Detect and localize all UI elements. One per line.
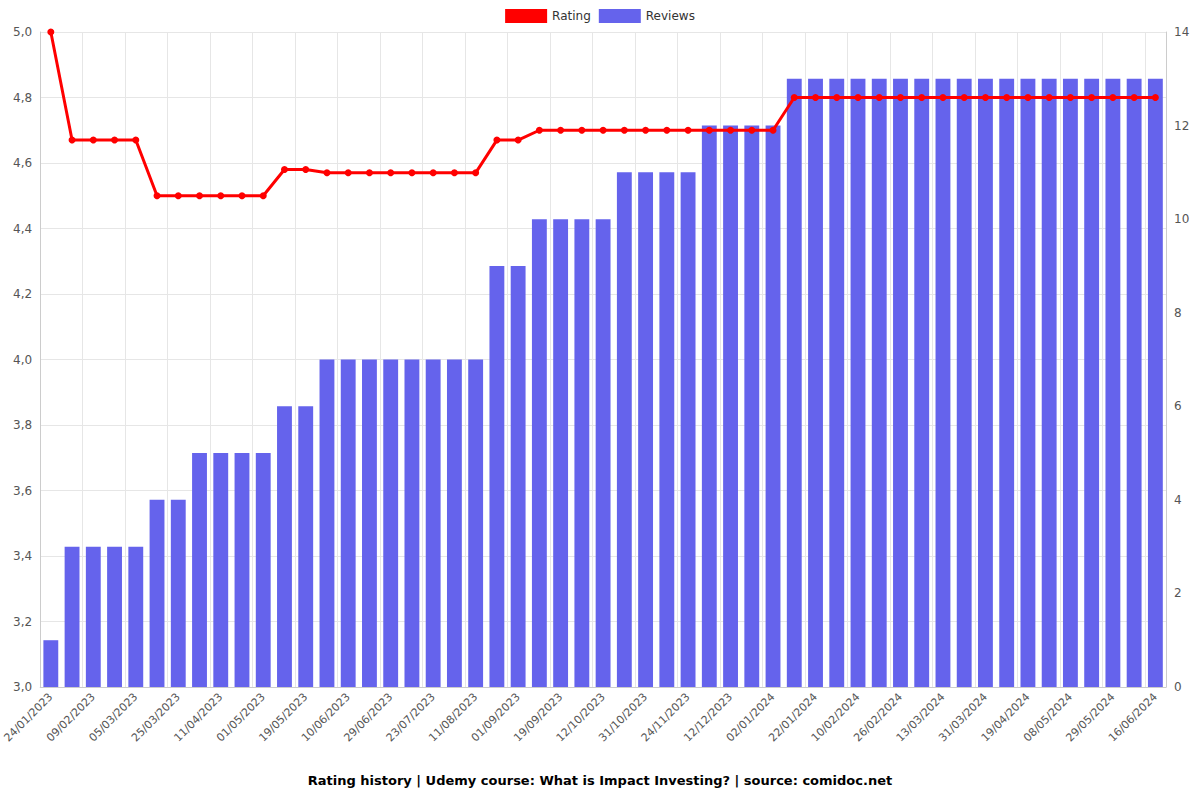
svg-text:31/10/2023: 31/10/2023 [596,690,651,745]
svg-text:8: 8 [1174,306,1182,320]
svg-text:Rating history | Udemy course:: Rating history | Udemy course: What is I… [308,773,892,788]
svg-text:31/03/2024: 31/03/2024 [936,690,990,745]
svg-text:26/02/2024: 26/02/2024 [851,690,906,745]
svg-text:29/05/2024: 29/05/2024 [1063,690,1118,745]
svg-text:01/09/2023: 01/09/2023 [468,690,523,745]
svg-text:Rating: Rating [552,9,591,23]
svg-text:4,4: 4,4 [13,222,32,236]
svg-text:11/08/2023: 11/08/2023 [426,690,481,745]
svg-text:4,2: 4,2 [13,287,32,301]
svg-text:01/05/2023: 01/05/2023 [213,690,268,745]
svg-text:16/06/2024: 16/06/2024 [1106,690,1160,744]
svg-text:3,6: 3,6 [13,484,32,498]
svg-text:3,0: 3,0 [13,680,32,694]
svg-text:24/01/2023: 24/01/2023 [1,690,56,745]
svg-text:3,4: 3,4 [13,549,32,563]
svg-text:11/04/2023: 11/04/2023 [171,690,226,745]
svg-text:12/10/2023: 12/10/2023 [553,690,608,745]
svg-text:4,0: 4,0 [13,353,32,367]
svg-text:08/05/2024: 08/05/2024 [1021,690,1075,745]
svg-text:05/03/2023: 05/03/2023 [86,690,141,745]
svg-text:25/03/2023: 25/03/2023 [128,690,183,745]
svg-text:10/02/2024: 10/02/2024 [808,690,863,745]
svg-text:22/01/2024: 22/01/2024 [766,690,821,745]
svg-text:3,8: 3,8 [13,418,32,432]
svg-text:10/06/2023: 10/06/2023 [298,690,353,745]
svg-text:29/06/2023: 29/06/2023 [341,690,396,745]
svg-text:3,2: 3,2 [13,615,32,629]
svg-text:0: 0 [1174,680,1182,694]
svg-text:12/12/2023: 12/12/2023 [681,690,736,745]
svg-text:12: 12 [1174,119,1189,133]
svg-text:09/02/2023: 09/02/2023 [43,690,98,745]
svg-text:4: 4 [1174,493,1182,507]
svg-text:6: 6 [1174,399,1182,413]
svg-text:24/11/2023: 24/11/2023 [638,690,693,745]
svg-text:10: 10 [1174,212,1189,226]
svg-text:23/07/2023: 23/07/2023 [383,690,438,745]
svg-text:4,8: 4,8 [13,91,32,105]
svg-text:2: 2 [1174,586,1182,600]
svg-text:19/05/2023: 19/05/2023 [256,690,311,745]
svg-text:19/09/2023: 19/09/2023 [511,690,566,745]
svg-text:02/01/2024: 02/01/2024 [723,690,778,745]
svg-text:4,6: 4,6 [13,156,32,170]
svg-text:Reviews: Reviews [646,9,695,23]
svg-text:5,0: 5,0 [13,25,32,39]
svg-text:19/04/2024: 19/04/2024 [978,690,1033,745]
svg-text:13/03/2024: 13/03/2024 [893,690,948,745]
svg-text:14: 14 [1174,25,1189,39]
